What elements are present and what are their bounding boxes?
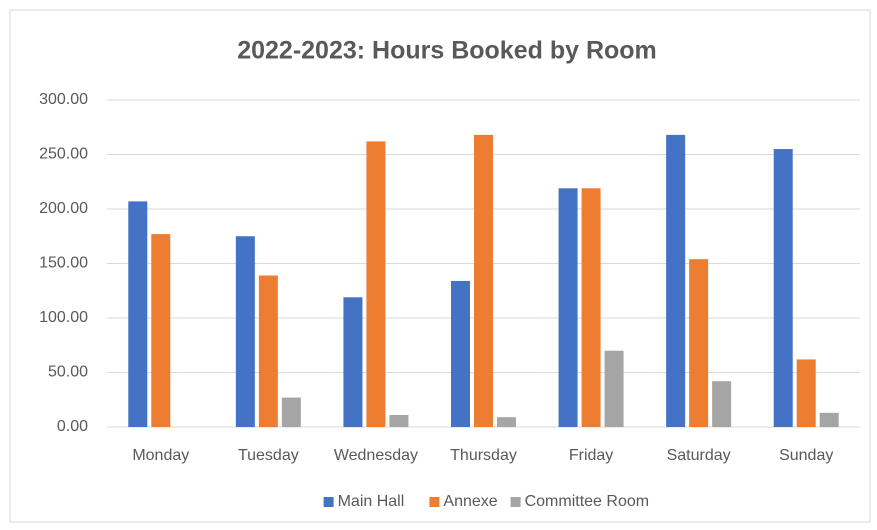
y-tick-label: 0.00 [57, 418, 88, 435]
bar [581, 188, 601, 427]
bar [151, 234, 171, 427]
bar [258, 275, 278, 427]
bar [796, 359, 816, 427]
bar [773, 149, 793, 428]
legend-swatch [510, 497, 521, 507]
bar [474, 134, 493, 427]
bar [235, 236, 255, 427]
bar [558, 188, 578, 427]
y-tick-label: 250.00 [39, 146, 88, 163]
bar [666, 134, 686, 427]
bar [366, 141, 386, 428]
chart-title: 2022-2023: Hours Booked by Room [237, 37, 657, 65]
bar [689, 259, 709, 427]
bar [451, 280, 470, 427]
legend-label: Annexe [443, 493, 497, 510]
x-tick-label: Tuesday [238, 447, 299, 464]
bar [389, 415, 409, 427]
bar [819, 412, 839, 427]
x-tick-label: Thursday [450, 447, 517, 464]
bar [712, 381, 732, 427]
x-tick-label: Friday [569, 447, 613, 464]
y-tick-label: 50.00 [48, 364, 88, 381]
x-tick-label: Saturday [667, 447, 731, 464]
x-tick-label: Sunday [779, 447, 833, 464]
y-tick-label: 300.00 [39, 91, 88, 108]
legend-swatch [429, 497, 440, 507]
y-tick-label: 150.00 [39, 255, 88, 272]
x-tick-label: Wednesday [334, 447, 418, 464]
x-tick-label: Monday [132, 447, 189, 464]
bar [343, 297, 363, 427]
legend-swatch [323, 497, 334, 507]
y-tick-label: 200.00 [39, 200, 88, 217]
bar [281, 397, 301, 427]
legend-label: Main Hall [338, 493, 405, 510]
y-tick-label: 100.00 [39, 309, 88, 326]
bar [604, 350, 624, 427]
bar [128, 201, 148, 427]
bar [497, 417, 516, 427]
legend-label: Committee Room [525, 493, 649, 510]
